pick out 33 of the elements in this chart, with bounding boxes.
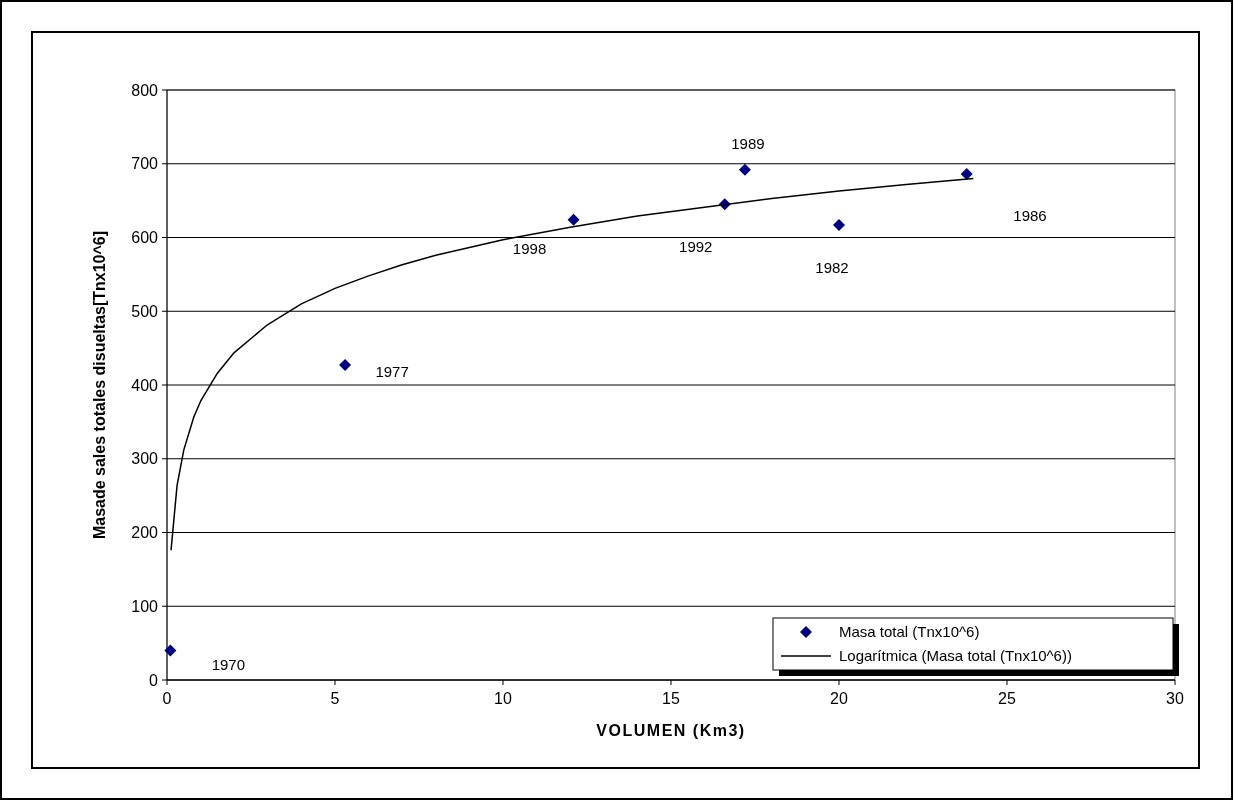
annotation: 1998: [512, 240, 547, 258]
y-tick-label: 300: [131, 450, 159, 468]
y-tick-label: 0: [149, 671, 159, 689]
annotation: 1970: [211, 655, 246, 673]
x-tick-label: 0: [162, 690, 172, 707]
annotation: 1977: [375, 363, 409, 381]
x-tick-label: 25: [998, 690, 1016, 707]
point: [567, 213, 580, 226]
point: [833, 218, 845, 231]
y-tick-label: 100: [131, 597, 159, 615]
y-tick-label: 600: [131, 229, 159, 247]
annotation: 1982: [815, 259, 849, 277]
x-tick-label: 30: [1166, 690, 1184, 707]
y-tick-label: 200: [131, 524, 159, 542]
point: [960, 168, 973, 181]
annotation: 1986: [1013, 207, 1047, 225]
legend-label: Logarítmica (Masa total (Tnx10^6)): [839, 647, 1072, 665]
x-tick-label: 20: [830, 690, 848, 707]
point: [164, 644, 177, 657]
point: [339, 359, 352, 372]
x-axis-title: VOLUMEN (Km3): [596, 722, 746, 739]
y-axis-title: Masade sales totales disueltas[Tnx10^6]: [91, 230, 108, 540]
y-tick-label: 800: [131, 81, 159, 99]
y-tick-label: 400: [131, 376, 159, 394]
legend-label: Masa total (Tnx10^6): [839, 623, 980, 641]
annotation: 1989: [731, 134, 765, 152]
x-tick-label: 15: [662, 690, 680, 707]
annotation: 1992: [679, 237, 713, 255]
point: [738, 163, 751, 176]
y-tick-label: 500: [131, 302, 159, 320]
x-tick-label: 5: [330, 690, 340, 707]
y-tick-label: 700: [131, 155, 159, 173]
x-tick-label: 10: [494, 690, 512, 707]
